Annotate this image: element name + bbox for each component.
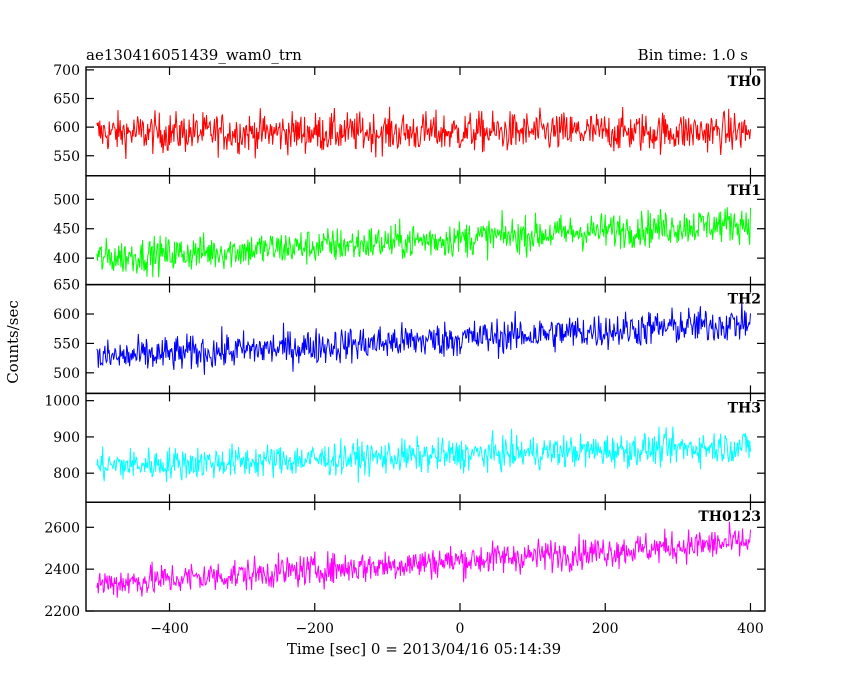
- y-tick-label: 500: [53, 366, 80, 382]
- series-line-th0: [96, 106, 751, 160]
- panel-th0123: 2200 2400 2600 TH0123: [44, 501, 766, 620]
- y-tick-label: 650: [53, 91, 80, 107]
- x-tick-label: 400: [737, 621, 764, 637]
- y-tick-label: 500: [53, 192, 80, 208]
- x-tick-label: 0: [456, 621, 465, 637]
- x-tick-label: −400: [150, 621, 188, 637]
- panel-frame: [85, 501, 766, 612]
- panel-th3: 800 900 1000 TH3: [44, 392, 766, 503]
- panel-th2: 500 550 600 650 TH2: [53, 278, 766, 395]
- x-axis-label: Time [sec] 0 = 2013/04/16 05:14:39: [287, 640, 561, 658]
- y-tick-label: 900: [53, 430, 80, 446]
- y-tick-label: 2400: [44, 562, 80, 578]
- panel-th1: 400 450 500 TH1: [53, 175, 766, 286]
- y-tick-label: 550: [53, 149, 80, 165]
- y-tick-label: 400: [53, 251, 80, 267]
- y-tick-label: 550: [53, 336, 80, 352]
- y-tick-label: 2600: [44, 520, 80, 536]
- series-label-th0: TH0: [728, 74, 762, 90]
- y-tick-label: 2200: [44, 604, 80, 620]
- y-tick-label: 800: [53, 466, 80, 482]
- chart-title: ae130416051439_wam0_trn: [86, 46, 302, 64]
- y-tick-label: 600: [53, 307, 80, 323]
- bin-time-label: Bin time: 1.0 s: [638, 46, 748, 64]
- y-axis-label: Counts/sec: [4, 300, 22, 384]
- panel-th0: 550 600 650 700 TH0: [53, 63, 766, 177]
- series-line-th2: [96, 299, 751, 375]
- series-line-th1: [96, 207, 751, 278]
- series-label-th3: TH3: [728, 400, 761, 416]
- series-line-th0123: [96, 521, 751, 598]
- y-tick-label: 1000: [44, 394, 80, 410]
- y-tick-label: 450: [53, 222, 80, 238]
- y-tick-label: 650: [53, 278, 80, 294]
- panels-group: 550 600 650 700 TH0 400 450 500 TH1 500 550 600 650 T…: [44, 63, 766, 637]
- y-tick-label: 700: [53, 63, 80, 79]
- x-tick-label: 200: [592, 621, 619, 637]
- y-tick-label: 600: [53, 120, 80, 136]
- series-line-th3: [96, 426, 751, 483]
- series-label-th1: TH1: [728, 183, 761, 199]
- x-tick-label: −200: [296, 621, 334, 637]
- series-label-th2: TH2: [728, 292, 761, 308]
- series-label-th0123: TH0123: [698, 509, 761, 525]
